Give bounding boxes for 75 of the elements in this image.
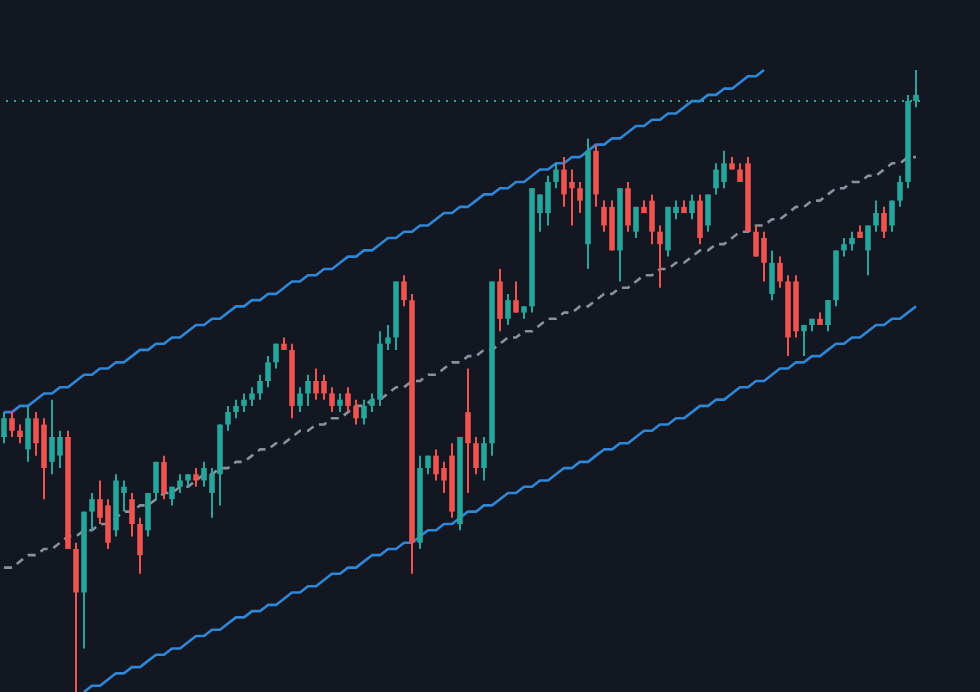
candlestick	[241, 392, 247, 414]
candlestick	[689, 193, 695, 221]
candlestick	[89, 491, 95, 532]
candlestick	[137, 516, 143, 575]
candlestick	[873, 199, 879, 233]
candlestick	[193, 467, 199, 488]
candlestick	[897, 174, 903, 208]
candlestick	[505, 292, 511, 327]
candlestick	[593, 143, 599, 208]
candlestick	[105, 498, 111, 550]
candlestick	[49, 398, 55, 476]
candlestick	[161, 454, 167, 501]
candlestick	[249, 386, 255, 407]
candlestick	[497, 268, 503, 333]
candlestick	[841, 236, 847, 258]
candlestick	[777, 255, 783, 289]
candlestick	[273, 342, 279, 370]
candlestick	[345, 386, 351, 414]
candlestick	[889, 199, 895, 233]
candlestick	[761, 230, 767, 283]
candlestick	[337, 392, 343, 414]
candlestick	[177, 473, 183, 494]
candlestick	[209, 467, 215, 519]
candlestick	[649, 193, 655, 246]
candlestick	[881, 205, 887, 239]
candlestick	[633, 205, 639, 239]
candlestick	[433, 448, 439, 482]
candlestick	[513, 280, 519, 314]
candlestick	[625, 180, 631, 233]
candlestick	[369, 392, 375, 414]
candlestick	[329, 386, 335, 414]
candlestick	[361, 398, 367, 426]
candlestick	[553, 162, 559, 190]
candlestick	[721, 149, 727, 190]
candlestick	[73, 541, 79, 692]
candlestick	[825, 299, 831, 333]
candlestick	[865, 224, 871, 277]
candlestick	[153, 460, 159, 501]
candlestick	[665, 205, 671, 258]
candlestick	[705, 193, 711, 233]
candlestick	[233, 398, 239, 420]
candlestick	[25, 404, 31, 463]
candlestick	[769, 249, 775, 302]
candlestick	[657, 224, 663, 289]
candlestick	[801, 324, 807, 358]
candlestick	[713, 162, 719, 196]
candlestick	[201, 460, 207, 488]
candlestick	[561, 156, 567, 208]
candlestick	[697, 193, 703, 246]
candlestick	[481, 435, 487, 482]
candlestick	[849, 230, 855, 252]
candlestick	[57, 429, 63, 470]
candlestick	[465, 367, 471, 494]
candlestick	[385, 324, 391, 351]
candlestick	[545, 174, 551, 227]
candlestick	[321, 373, 327, 401]
candlestick	[305, 373, 311, 407]
candlestick	[577, 180, 583, 215]
candlestick	[17, 423, 23, 445]
candlestick	[9, 411, 15, 438]
candlestick	[473, 435, 479, 476]
candlestick	[401, 274, 407, 308]
candlestick	[753, 224, 759, 258]
candlestick	[297, 386, 303, 414]
candlestick	[41, 417, 47, 501]
candlestick	[353, 398, 359, 426]
candlestick	[257, 373, 263, 401]
candlestick	[569, 168, 575, 227]
candlestick	[1, 411, 7, 445]
candlestick	[609, 199, 615, 252]
candlestick	[313, 367, 319, 401]
candlestick	[129, 491, 135, 538]
candlestick	[145, 491, 151, 538]
candlestick	[265, 355, 271, 389]
candlestick	[225, 404, 231, 432]
